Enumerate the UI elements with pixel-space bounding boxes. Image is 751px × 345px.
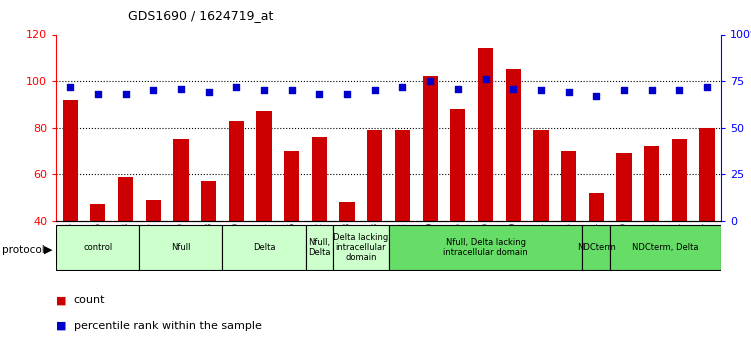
Point	[480, 77, 492, 82]
Point	[119, 91, 131, 97]
FancyBboxPatch shape	[222, 225, 306, 270]
Point	[175, 86, 187, 91]
FancyBboxPatch shape	[140, 225, 222, 270]
Bar	[201, 181, 216, 221]
Bar	[617, 153, 632, 221]
Point	[674, 88, 686, 93]
Text: control: control	[83, 243, 113, 252]
Point	[397, 84, 409, 89]
FancyBboxPatch shape	[306, 225, 333, 270]
Bar	[284, 151, 300, 221]
FancyBboxPatch shape	[389, 225, 583, 270]
FancyBboxPatch shape	[610, 225, 721, 270]
Point	[313, 91, 325, 97]
FancyBboxPatch shape	[583, 225, 610, 270]
Bar	[367, 130, 382, 221]
Bar	[62, 100, 78, 221]
Point	[258, 88, 270, 93]
Text: percentile rank within the sample: percentile rank within the sample	[74, 321, 261, 331]
Bar	[229, 121, 244, 221]
Text: ■: ■	[56, 321, 67, 331]
Text: GDS1690 / 1624719_at: GDS1690 / 1624719_at	[128, 9, 273, 22]
Point	[369, 88, 381, 93]
Bar	[118, 177, 133, 221]
Bar	[339, 202, 354, 221]
Bar	[644, 146, 659, 221]
Point	[147, 88, 159, 93]
Bar	[395, 130, 410, 221]
Bar	[589, 193, 604, 221]
Text: ■: ■	[56, 295, 67, 305]
Bar	[699, 128, 715, 221]
Text: Delta: Delta	[253, 243, 276, 252]
Point	[535, 88, 547, 93]
Point	[203, 89, 215, 95]
Bar	[423, 77, 438, 221]
Bar	[90, 205, 105, 221]
Point	[424, 78, 436, 84]
Bar	[478, 48, 493, 221]
Point	[231, 84, 243, 89]
Text: protocol: protocol	[2, 245, 44, 255]
Point	[64, 84, 76, 89]
FancyBboxPatch shape	[333, 225, 389, 270]
Point	[452, 86, 464, 91]
Point	[92, 91, 104, 97]
Text: Nfull, Delta lacking
intracellular domain: Nfull, Delta lacking intracellular domai…	[443, 238, 528, 257]
Text: Nfull,
Delta: Nfull, Delta	[308, 238, 330, 257]
Point	[646, 88, 658, 93]
Text: NDCterm: NDCterm	[577, 243, 616, 252]
Bar	[173, 139, 189, 221]
Bar	[451, 109, 466, 221]
Point	[562, 89, 575, 95]
Text: NDCterm, Delta: NDCterm, Delta	[632, 243, 699, 252]
Bar	[561, 151, 576, 221]
Point	[341, 91, 353, 97]
Point	[285, 88, 297, 93]
Bar	[505, 69, 521, 221]
Text: Delta lacking
intracellular
domain: Delta lacking intracellular domain	[333, 233, 388, 263]
Bar	[672, 139, 687, 221]
Text: Nfull: Nfull	[171, 243, 191, 252]
Bar	[256, 111, 272, 221]
Point	[618, 88, 630, 93]
Bar	[312, 137, 327, 221]
Text: ▶: ▶	[44, 245, 52, 255]
Point	[507, 86, 519, 91]
Text: count: count	[74, 295, 105, 305]
Point	[701, 84, 713, 89]
FancyBboxPatch shape	[56, 225, 140, 270]
Point	[590, 93, 602, 99]
Bar	[533, 130, 548, 221]
Bar	[146, 200, 161, 221]
